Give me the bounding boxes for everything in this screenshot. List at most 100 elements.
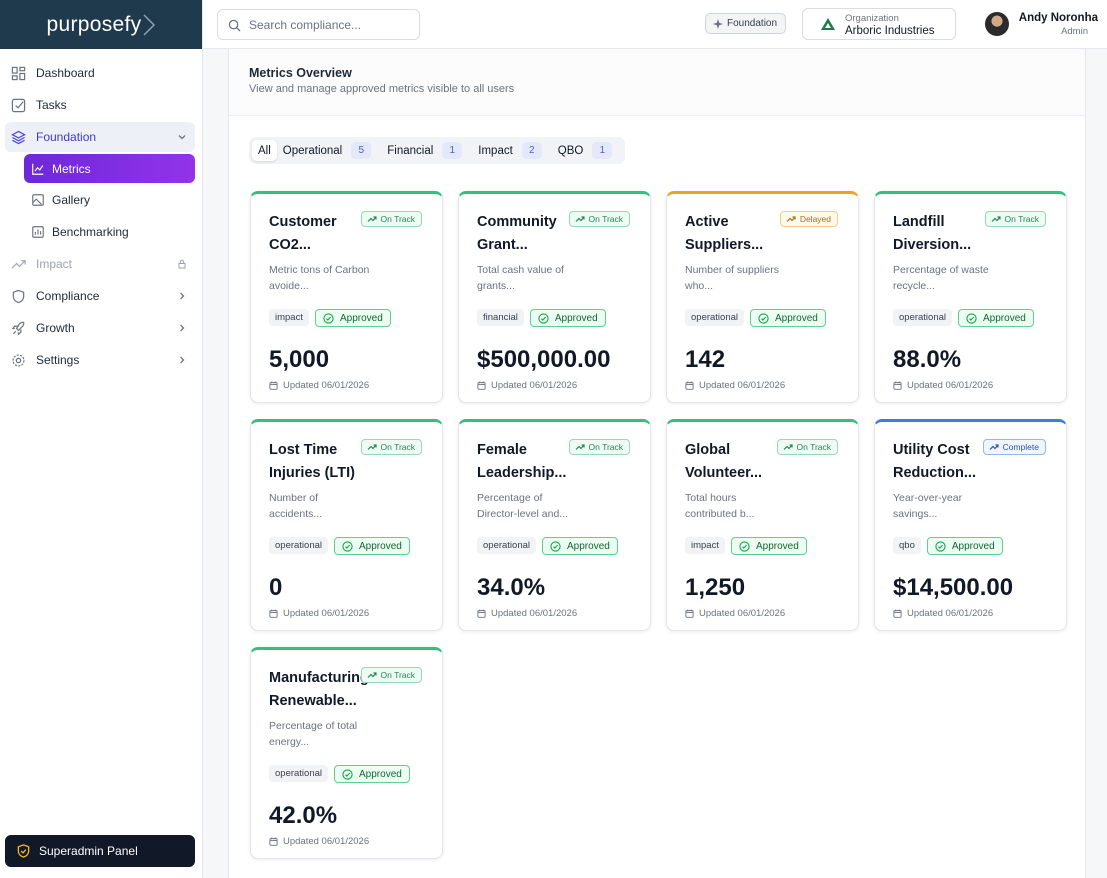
updated-date: Updated 06/01/2026	[283, 380, 370, 391]
metric-card[interactable]: Community Grant... On Track Total cash val…	[458, 191, 651, 403]
approval-icon	[342, 769, 353, 780]
org-selector[interactable]: Organization Arboric Industries	[802, 8, 956, 40]
superadmin-label: Superadmin Panel	[39, 844, 138, 858]
approval-badge: Approved	[958, 309, 1034, 327]
approval-badge: Approved	[750, 309, 826, 327]
status-icon	[783, 444, 793, 450]
approval-icon	[550, 541, 561, 552]
nav-item[interactable]: Growth	[5, 313, 195, 343]
calendar-icon	[269, 837, 278, 846]
filter-tab[interactable]: All	[252, 140, 277, 161]
metric-card[interactable]: Active Suppliers... Delayed Number of supp…	[666, 191, 859, 403]
metric-description: Total cash value of grants...	[477, 264, 564, 292]
nav-item[interactable]: Settings	[5, 345, 195, 375]
metric-card[interactable]: Female Leadership... On Track Percentage o…	[458, 419, 651, 631]
status-label: Delayed	[799, 214, 831, 224]
metric-description: Percentage of total energy...	[269, 720, 358, 748]
filter-tab[interactable]: Financial 1	[381, 140, 472, 161]
approval-badge: Approved	[542, 537, 618, 555]
metric-title: Lost Time Injuries (LTI)	[269, 442, 355, 481]
org-name: Arboric Industries	[845, 25, 935, 37]
status-badge: On Track	[776, 439, 838, 455]
user-role: Admin	[1061, 26, 1088, 37]
metric-value: 142	[685, 346, 726, 373]
tag-row: operational Approved	[893, 309, 1034, 327]
nav-item[interactable]: Tasks	[5, 90, 195, 120]
metric-value: 42.0%	[269, 802, 338, 829]
approval-badge: Approved	[529, 309, 606, 327]
nav-item: Impact	[5, 249, 195, 279]
status-badge: On Track	[568, 439, 630, 455]
calendar-icon	[893, 381, 902, 390]
panel-subtitle: View and manage approved metrics visible…	[249, 83, 515, 95]
metric-grid: Customer CO2... On Track Metric tons of Ca…	[250, 191, 1067, 859]
status-label: Complete	[1002, 442, 1039, 452]
metric-card[interactable]: Utility Cost Reduction... Complete Year-ov…	[874, 419, 1067, 631]
updated-date: Updated 06/01/2026	[491, 380, 578, 391]
nav-label: Metrics	[52, 161, 91, 176]
nav-label: Impact	[36, 257, 73, 271]
filter-tab[interactable]: Operational 5	[277, 140, 381, 161]
metric-card[interactable]: Landfill Diversion... On Track Percentage …	[874, 191, 1067, 403]
updated-date: Updated 06/01/2026	[907, 380, 994, 391]
approval-icon	[538, 313, 549, 324]
calendar-icon	[685, 381, 694, 390]
category-tag: qbo	[893, 537, 921, 554]
metric-description: Year-over-year savings...	[893, 492, 963, 520]
superadmin-button[interactable]: Superadmin Panel	[5, 835, 195, 867]
nav-subitem[interactable]: Metrics	[24, 154, 195, 183]
status-label: On Track	[1004, 214, 1039, 224]
calendar-icon	[685, 609, 694, 618]
nav-item[interactable]: Foundation	[5, 122, 195, 152]
metric-value: 88.0%	[893, 346, 962, 373]
nav-subitem[interactable]: Gallery	[5, 185, 195, 215]
nav-label: Dashboard	[36, 66, 95, 80]
status-icon	[367, 444, 377, 450]
logo-mark	[143, 13, 156, 36]
status-icon	[991, 216, 1001, 222]
avatar[interactable]	[985, 12, 1009, 36]
approval-label: Approved	[951, 540, 995, 552]
updated-date: Updated 06/01/2026	[283, 608, 370, 619]
status-icon	[575, 216, 585, 222]
logo[interactable]: purposefy	[0, 0, 202, 49]
metric-value: $14,500.00	[893, 574, 1014, 601]
status-label: On Track	[380, 442, 415, 452]
tab-label: Impact	[478, 144, 513, 157]
approval-label: Approved	[983, 312, 1026, 324]
status-label: On Track	[796, 442, 831, 452]
nav-label: Growth	[36, 321, 75, 335]
calendar-icon	[477, 381, 486, 390]
metric-title: Utility Cost Reduction...	[893, 442, 976, 481]
filter-tab[interactable]: QBO 1	[552, 140, 623, 161]
tab-label: Financial	[387, 144, 434, 157]
module-badge[interactable]: Foundation	[705, 13, 787, 34]
tab-label: All	[258, 144, 271, 157]
metric-card[interactable]: Manufacturing Renewable... On Track Percen…	[250, 647, 443, 859]
approval-label: Approved	[339, 312, 383, 324]
search-box[interactable]: Search compliance...	[217, 9, 420, 40]
nav-item[interactable]: Dashboard	[5, 58, 195, 88]
approval-badge: Approved	[730, 537, 807, 555]
calendar-icon	[477, 609, 486, 618]
approval-label: Approved	[567, 540, 610, 552]
metric-card[interactable]: Global Volunteer... On Track Total hours c…	[666, 419, 859, 631]
status-badge: On Track	[360, 667, 422, 683]
metric-description: Percentage of Director-level and...	[477, 492, 569, 520]
metric-description: Number of accidents...	[269, 492, 323, 520]
filter-tab[interactable]: Impact 2	[472, 140, 552, 161]
org-label: Organization	[845, 13, 899, 24]
nav-item[interactable]: Compliance	[5, 281, 195, 311]
category-tag: operational	[893, 309, 953, 326]
logo-text: purposefy	[46, 12, 142, 36]
category-tag: operational	[685, 309, 745, 326]
approval-icon	[323, 313, 334, 324]
top-bar: Search compliance... Foundation Organiza…	[203, 0, 1107, 49]
nav-subitem[interactable]: Benchmarking	[5, 217, 195, 247]
approval-badge: Approved	[334, 765, 410, 783]
tab-count: 2	[521, 142, 542, 159]
status-icon	[367, 672, 377, 678]
metric-card[interactable]: Lost Time Injuries (LTI) On Track Number o…	[250, 419, 443, 631]
metric-card[interactable]: Customer CO2... On Track Metric tons of Ca…	[250, 191, 443, 403]
status-icon	[989, 444, 999, 450]
